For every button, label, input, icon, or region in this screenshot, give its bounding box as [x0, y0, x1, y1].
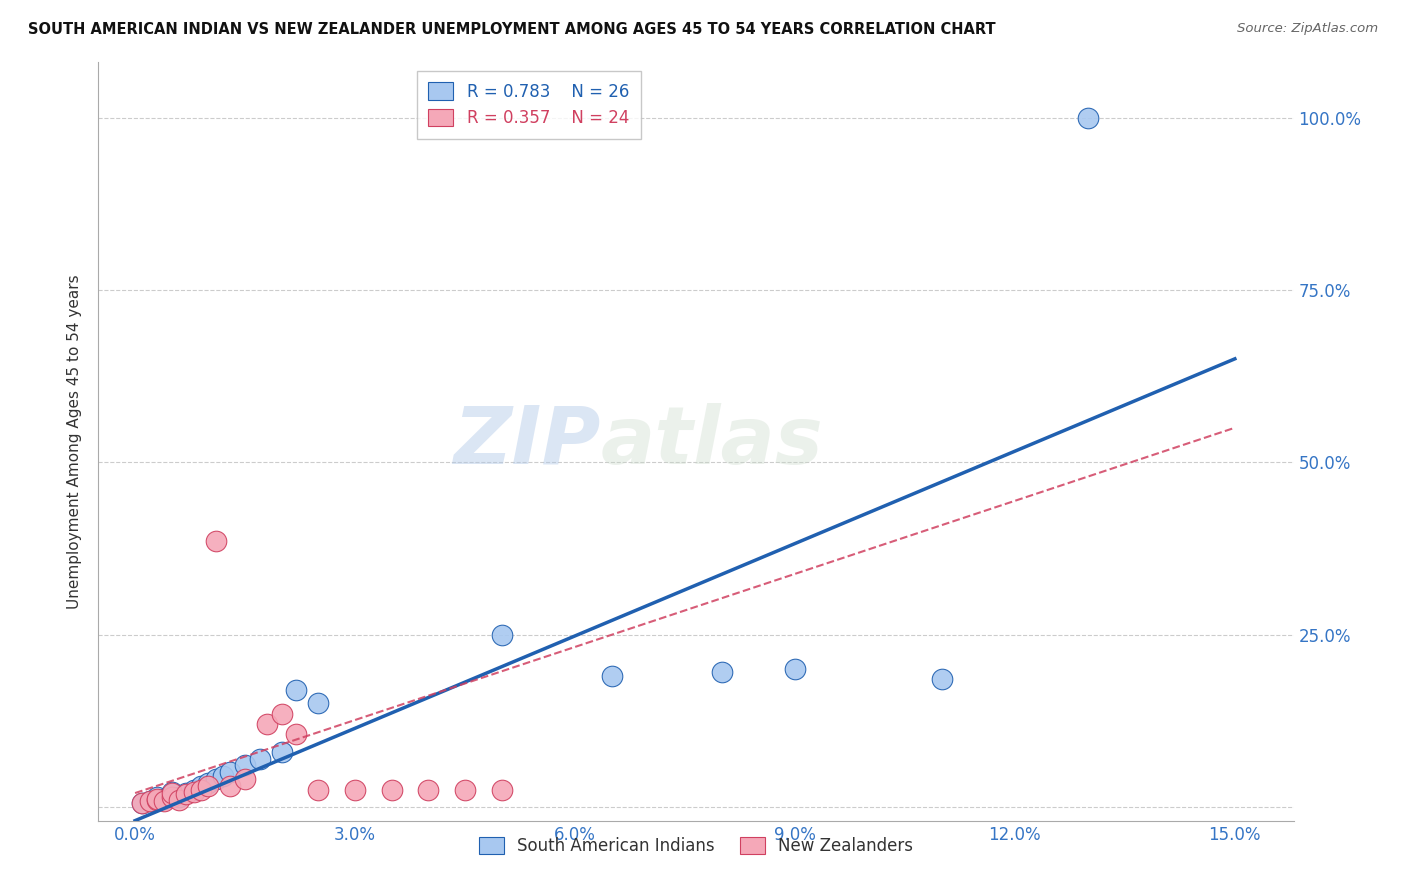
Text: Source: ZipAtlas.com: Source: ZipAtlas.com	[1237, 22, 1378, 36]
Point	[219, 765, 242, 780]
Point	[146, 789, 169, 804]
Point	[344, 782, 367, 797]
Point	[146, 793, 169, 807]
Point	[307, 782, 329, 797]
Point	[1077, 111, 1099, 125]
Point	[131, 797, 153, 811]
Point	[197, 779, 219, 793]
Point	[204, 534, 226, 549]
Point	[491, 782, 513, 797]
Point	[307, 697, 329, 711]
Point	[710, 665, 733, 680]
Point	[285, 682, 308, 697]
Point	[212, 769, 235, 783]
Point	[249, 751, 271, 765]
Point	[160, 788, 183, 802]
Point	[183, 785, 205, 799]
Point	[418, 782, 440, 797]
Point	[131, 797, 153, 811]
Point	[139, 794, 162, 808]
Point	[204, 772, 226, 787]
Point	[176, 788, 198, 802]
Point	[270, 706, 292, 721]
Point	[285, 727, 308, 741]
Point	[176, 786, 198, 800]
Point	[183, 782, 205, 797]
Point	[167, 793, 190, 807]
Point	[256, 717, 278, 731]
Point	[146, 793, 169, 807]
Point	[167, 789, 190, 804]
Point	[160, 785, 183, 799]
Point	[190, 779, 212, 793]
Point	[160, 789, 183, 804]
Point	[381, 782, 404, 797]
Point	[491, 627, 513, 641]
Point	[146, 791, 169, 805]
Point	[600, 669, 623, 683]
Point	[160, 786, 183, 800]
Text: ZIP: ZIP	[453, 402, 600, 481]
Point	[153, 791, 176, 805]
Point	[139, 794, 162, 808]
Point	[233, 758, 256, 772]
Point	[931, 673, 953, 687]
Point	[197, 776, 219, 790]
Legend: South American Indians, New Zealanders: South American Indians, New Zealanders	[472, 830, 920, 862]
Point	[190, 782, 212, 797]
Point	[454, 782, 477, 797]
Y-axis label: Unemployment Among Ages 45 to 54 years: Unemployment Among Ages 45 to 54 years	[67, 274, 83, 609]
Text: SOUTH AMERICAN INDIAN VS NEW ZEALANDER UNEMPLOYMENT AMONG AGES 45 TO 54 YEARS CO: SOUTH AMERICAN INDIAN VS NEW ZEALANDER U…	[28, 22, 995, 37]
Point	[783, 662, 806, 676]
Point	[219, 779, 242, 793]
Point	[270, 745, 292, 759]
Text: atlas: atlas	[600, 402, 823, 481]
Point	[233, 772, 256, 787]
Point	[153, 794, 176, 808]
